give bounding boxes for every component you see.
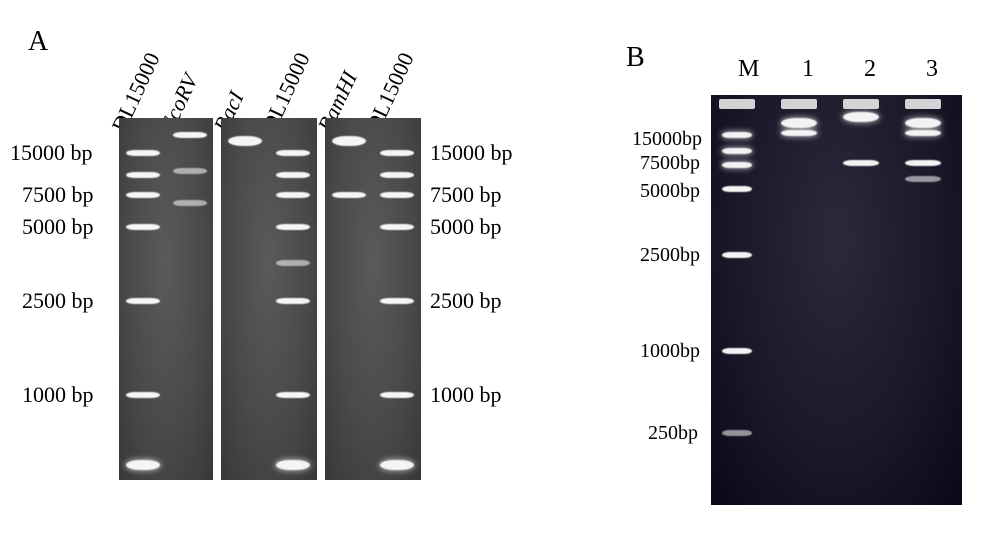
bp-b-1000-o: 1000bp: [640, 340, 700, 363]
bp-b-7500-o: 7500bp: [640, 152, 700, 175]
lane-label-b-m: M: [738, 56, 759, 83]
panel-a-label: A: [28, 26, 48, 58]
bp-right-2500: 2500 bp: [430, 288, 502, 314]
gel-a1: [119, 118, 213, 480]
bp-b-15000-o: 15000bp: [632, 128, 702, 151]
gel-a2: [221, 118, 317, 480]
lane-label-b-2: 2: [864, 56, 876, 83]
bp-right-7500: 7500 bp: [430, 182, 502, 208]
bp-left-7500: 7500 bp: [22, 182, 94, 208]
panel-b-label: B: [626, 42, 645, 74]
bp-left-15000: 15000 bp: [10, 140, 93, 166]
gel-b: 15000bp: [711, 95, 962, 505]
bp-b-250-o: 250bp: [648, 422, 698, 445]
bp-b-5000-o: 5000bp: [640, 180, 700, 203]
bp-left-1000: 1000 bp: [22, 382, 94, 408]
figure-root: A DL15000 EcoRV PacI DL15000 BamHI DL150…: [0, 0, 1000, 537]
panel-b: B M 1 2 3 15000bp 15000bp 7500bp 5000bp …: [620, 0, 1000, 537]
bp-right-1000: 1000 bp: [430, 382, 502, 408]
bp-left-2500: 2500 bp: [22, 288, 94, 314]
bp-b-2500-o: 2500bp: [640, 244, 700, 267]
panel-a: A DL15000 EcoRV PacI DL15000 BamHI DL150…: [0, 0, 560, 537]
bp-right-5000: 5000 bp: [430, 214, 502, 240]
lane-label-b-3: 3: [926, 56, 938, 83]
gel-a3: [325, 118, 421, 480]
lane-label-b-1: 1: [802, 56, 814, 83]
bp-left-5000: 5000 bp: [22, 214, 94, 240]
bp-right-15000: 15000 bp: [430, 140, 513, 166]
